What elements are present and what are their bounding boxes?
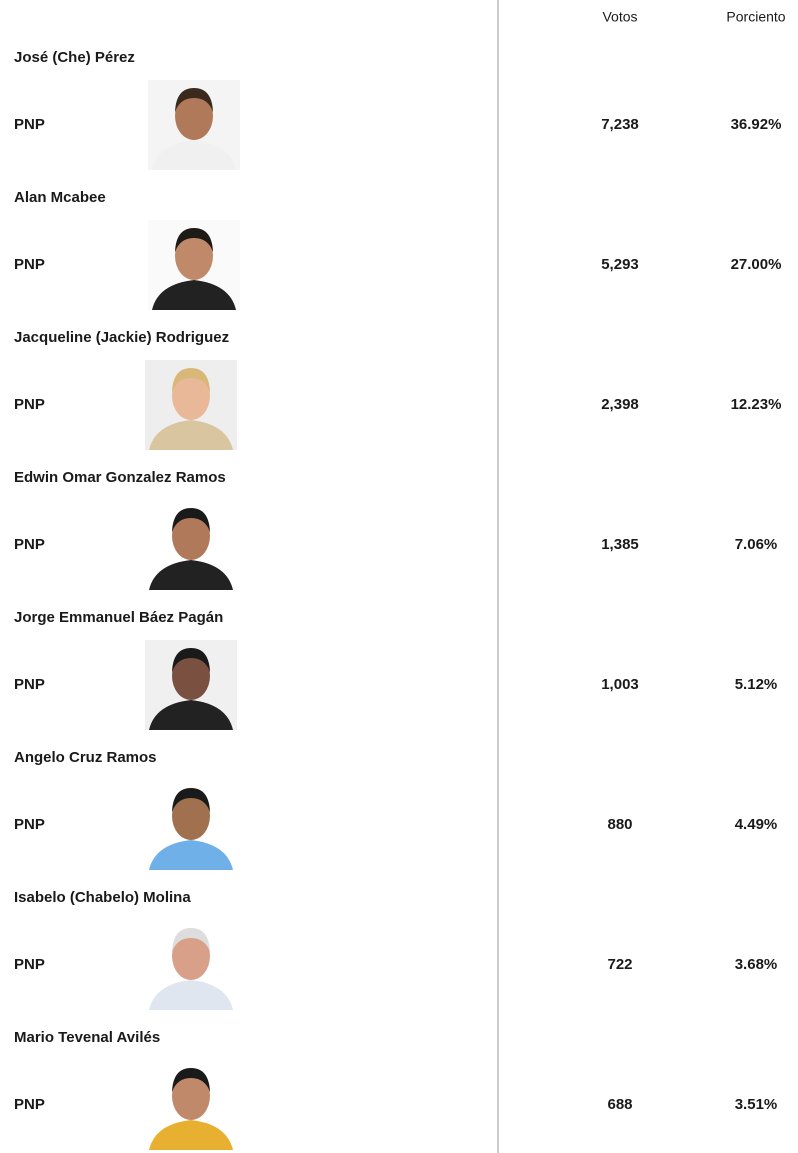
candidate-photo [145,640,237,730]
candidate-photo [145,920,237,1010]
party: PNP [14,956,45,973]
candidate-name: Isabelo (Chabelo) Molina [14,889,191,906]
votes-header: Votos [602,9,637,25]
party: PNP [14,1096,45,1113]
candidate-photo [145,500,237,590]
votes: 5,293 [601,256,639,273]
votes: 2,398 [601,396,639,413]
percent: 27.00% [731,256,782,273]
percent: 3.51% [735,1096,778,1113]
candidate-photo [148,220,240,310]
votes: 7,238 [601,116,639,133]
votes: 1,385 [601,536,639,553]
percent: 36.92% [731,116,782,133]
results-page: Votos Porciento José (Che) Pérez PNP 7,238… [0,0,798,1153]
votes: 880 [607,816,632,833]
candidate-name: Mario Tevenal Avilés [14,1029,160,1046]
party: PNP [14,536,45,553]
percent: 5.12% [735,676,778,693]
votes: 722 [607,956,632,973]
candidate-name: Edwin Omar Gonzalez Ramos [14,469,226,486]
candidate-photo [145,360,237,450]
party: PNP [14,116,45,133]
party: PNP [14,396,45,413]
candidate-name: Jacqueline (Jackie) Rodriguez [14,329,229,346]
party: PNP [14,256,45,273]
candidate-name: Alan Mcabee [14,189,106,206]
percent: 7.06% [735,536,778,553]
party: PNP [14,676,45,693]
candidate-name: Jorge Emmanuel Báez Pagán [14,609,223,626]
votes: 688 [607,1096,632,1113]
page-background [0,0,798,1153]
candidate-name: José (Che) Pérez [14,49,135,66]
party: PNP [14,816,45,833]
candidate-photo [148,80,240,170]
percent: 4.49% [735,816,778,833]
percent: 3.68% [735,956,778,973]
votes: 1,003 [601,676,639,693]
percent-header: Porciento [726,9,785,25]
candidate-name: Angelo Cruz Ramos [14,749,157,766]
percent: 12.23% [731,396,782,413]
candidate-photo [145,1060,237,1150]
candidate-photo [145,780,237,870]
